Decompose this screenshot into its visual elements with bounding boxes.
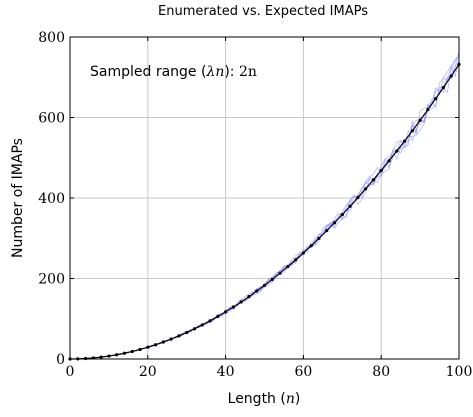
y-tick-label-200: 200	[38, 272, 65, 288]
expected-point-28	[177, 334, 181, 338]
sample-run-2	[70, 53, 460, 360]
expected-point-96	[441, 85, 446, 90]
x-tick-label-60: 60	[294, 364, 312, 380]
axis-ticks: 0 20 40 60 80 100 0 200 400 600 800	[38, 30, 472, 380]
expected-point-94	[434, 97, 438, 101]
expected-point-58	[294, 258, 298, 262]
expected-point-88	[410, 129, 414, 133]
expected-point-86	[402, 139, 407, 143]
annotation-value: 2n	[239, 64, 257, 80]
expected-point-54	[278, 271, 282, 275]
expected-point-62	[309, 244, 313, 248]
expected-point-98	[449, 74, 453, 78]
expected-point-14	[122, 351, 127, 355]
expected-point-52	[270, 277, 274, 281]
y-axis-label: Number of IMAPs	[10, 138, 26, 258]
sample-run-5	[69, 62, 460, 360]
expected-point-10	[107, 354, 111, 358]
x-axis-label: Length (n)	[228, 391, 301, 407]
expected-point-50	[262, 283, 267, 287]
expected-point-26	[169, 337, 173, 341]
expected-point-78	[371, 178, 376, 182]
x-tick-label-100: 100	[446, 364, 473, 380]
x-tick-label-0: 0	[66, 364, 75, 380]
expected-point-46	[247, 295, 251, 299]
expected-line	[69, 64, 460, 360]
expected-point-22	[153, 343, 158, 347]
expected-point-66	[325, 229, 329, 233]
expected-point-48	[255, 289, 259, 293]
expected-point-36	[208, 319, 212, 323]
expected-point-8	[99, 355, 103, 359]
expected-point-76	[364, 187, 368, 191]
annotation-prefix: Sampled range (	[90, 64, 206, 80]
expected-point-74	[356, 196, 360, 200]
expected-point-60	[301, 251, 305, 255]
x-label-prefix: Length (	[228, 391, 286, 407]
expected-point-24	[161, 340, 165, 344]
range-annotation: Sampled range (λn): 2n	[90, 64, 257, 80]
annotation-mid: ):	[224, 64, 239, 80]
expected-point-40	[224, 310, 228, 314]
x-label-variable: n	[286, 391, 295, 407]
annotation-variable: λn	[205, 64, 224, 80]
sampled-series	[69, 51, 460, 360]
x-tick-label-40: 40	[217, 364, 235, 380]
y-tick-label-800: 800	[38, 30, 65, 46]
grid	[70, 37, 459, 359]
x-tick-label-80: 80	[372, 364, 390, 380]
expected-point-72	[348, 204, 352, 208]
expected-point-38	[216, 314, 220, 319]
expected-point-68	[332, 221, 337, 225]
y-tick-label-0: 0	[56, 352, 65, 368]
expected-point-84	[395, 149, 399, 153]
expected-point-56	[286, 265, 290, 269]
expected-point-12	[115, 353, 119, 357]
expected-point-92	[426, 108, 430, 112]
y-tick-label-600: 600	[38, 111, 65, 127]
y-tick-label-400: 400	[38, 191, 65, 207]
expected-point-20	[146, 345, 150, 349]
expected-point-30	[185, 330, 189, 335]
expected-point-64	[317, 236, 321, 240]
x-tick-label-20: 20	[139, 364, 157, 380]
expected-point-90	[418, 118, 422, 122]
expected-point-44	[239, 300, 243, 304]
expected-point-70	[340, 213, 344, 217]
sample-run-4	[70, 51, 460, 360]
expected-point-32	[192, 327, 197, 331]
expected-point-42	[231, 305, 235, 309]
expected-point-82	[387, 159, 391, 163]
expected-point-18	[138, 347, 142, 352]
x-label-suffix: )	[295, 391, 300, 407]
expected-point-16	[130, 349, 134, 354]
chart-title: Enumerated vs. Expected IMAPs	[158, 4, 368, 19]
expected-point-34	[200, 323, 204, 327]
expected-series	[68, 62, 461, 361]
sample-run-3	[69, 59, 460, 360]
sample-run-1	[69, 57, 460, 360]
expected-point-80	[379, 168, 383, 173]
